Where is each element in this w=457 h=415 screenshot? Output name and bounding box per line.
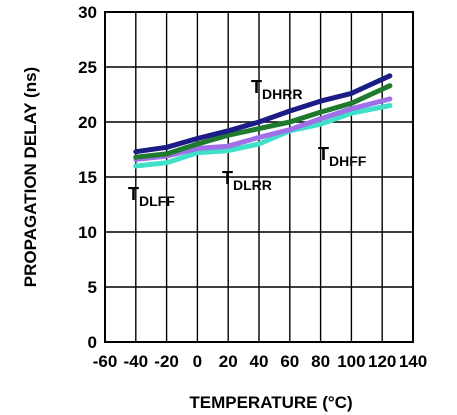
y-tick-label: 25 xyxy=(78,58,97,77)
y-axis-ticks: 0 5 10 15 20 25 30 xyxy=(78,3,97,352)
y-tick-label: 0 xyxy=(88,333,97,352)
x-tick-label: -40 xyxy=(124,352,149,371)
x-tick-label: 140 xyxy=(399,352,427,371)
x-tick-label: 80 xyxy=(311,352,330,371)
series-line-dlff xyxy=(133,103,393,169)
series-label-dlff: TDLFF xyxy=(128,184,175,209)
series-line-dhrr xyxy=(133,73,393,155)
y-tick-label: 15 xyxy=(78,168,97,187)
x-axis-title: TEMPERATURE (°C) xyxy=(189,393,352,412)
y-tick-label: 20 xyxy=(78,113,97,132)
x-tick-label: 0 xyxy=(193,352,202,371)
x-tick-label: 120 xyxy=(368,352,396,371)
series-label-dhff: TDHFF xyxy=(318,144,367,169)
plot-frame xyxy=(104,11,414,343)
x-axis-ticks: -60 -40 -20 0 20 40 60 80 100 120 140 xyxy=(93,352,427,371)
series-lines xyxy=(133,73,393,169)
y-tick-label: 30 xyxy=(78,3,97,22)
series-labels: TDLFF TDLRR TDHFF TDHRR xyxy=(128,77,367,209)
series-label-dlrr: TDLRR xyxy=(222,168,272,193)
x-tick-label: 40 xyxy=(250,352,269,371)
series-line-dlrr xyxy=(133,96,393,162)
x-tick-label: 60 xyxy=(280,352,299,371)
x-tick-label: 20 xyxy=(219,352,238,371)
series-label-dhrr: TDHRR xyxy=(251,77,302,102)
y-tick-label: 10 xyxy=(78,223,97,242)
x-tick-label: -60 xyxy=(93,352,118,371)
x-tick-label: 100 xyxy=(337,352,365,371)
series-line-dhff xyxy=(133,83,393,160)
y-axis-title: PROPAGATION DELAY (ns) xyxy=(21,67,40,287)
y-tick-label: 5 xyxy=(88,278,97,297)
x-tick-label: -20 xyxy=(154,352,179,371)
